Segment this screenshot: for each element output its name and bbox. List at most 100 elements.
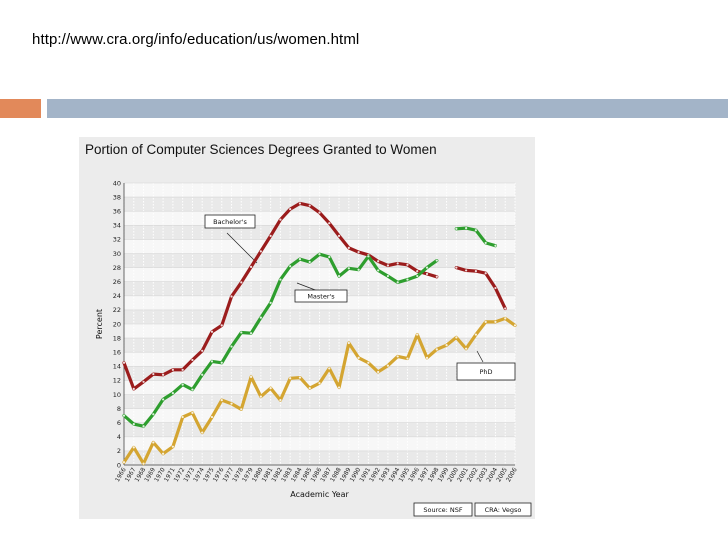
- data-point: [181, 383, 184, 386]
- data-point: [171, 368, 174, 371]
- annotation-leader: [476, 350, 484, 363]
- data-point: [201, 349, 204, 352]
- data-point: [425, 272, 429, 276]
- y-tick-label: 16: [113, 349, 121, 357]
- annotation-label: Master's: [307, 292, 335, 300]
- data-point: [240, 408, 243, 411]
- data-point: [308, 260, 311, 264]
- data-point: [425, 266, 429, 269]
- data-point: [162, 452, 165, 455]
- data-point: [289, 207, 292, 211]
- data-point: [377, 370, 380, 374]
- line-chart: 0246810121416182022242628303234363840196…: [95, 179, 532, 517]
- data-point: [494, 244, 497, 247]
- data-point: [484, 320, 487, 323]
- source-box: [474, 502, 532, 517]
- data-point: [240, 281, 243, 284]
- data-point: [142, 425, 145, 428]
- data-point: [279, 399, 282, 402]
- data-point: [416, 270, 419, 273]
- y-tick-label: 14: [113, 363, 121, 371]
- annotation-leader: [226, 232, 258, 264]
- data-point: [328, 255, 331, 259]
- source-url[interactable]: http://www.cra.org/info/education/us/wom…: [32, 31, 360, 48]
- data-point: [298, 376, 302, 379]
- data-point: [396, 281, 399, 284]
- data-point: [337, 386, 341, 389]
- data-point: [220, 324, 223, 327]
- y-tick-label: 28: [113, 264, 121, 272]
- data-point: [465, 269, 468, 272]
- data-point: [132, 387, 135, 390]
- data-point: [435, 275, 438, 278]
- data-point: [230, 295, 233, 298]
- data-point: [347, 267, 350, 270]
- y-tick-label: 6: [117, 419, 121, 427]
- data-point: [396, 262, 399, 265]
- data-point: [201, 373, 204, 376]
- data-point: [289, 265, 292, 268]
- data-point: [455, 227, 458, 230]
- data-point: [377, 269, 380, 272]
- data-point: [269, 387, 272, 390]
- data-point: [259, 250, 262, 253]
- source-label: Source: NSF: [423, 506, 463, 514]
- data-point: [191, 411, 194, 414]
- data-point: [484, 241, 487, 245]
- data-point: [328, 367, 331, 370]
- data-point: [484, 272, 487, 275]
- data-point: [152, 413, 155, 416]
- data-point: [318, 211, 321, 214]
- y-tick-label: 38: [113, 193, 121, 201]
- data-point: [191, 358, 194, 362]
- y-tick-label: 10: [113, 391, 121, 399]
- data-point: [386, 274, 390, 278]
- annotation-label: PhD: [479, 368, 492, 376]
- data-point: [132, 423, 135, 426]
- data-point: [377, 260, 380, 263]
- data-point: [494, 320, 497, 323]
- data-point: [279, 218, 282, 221]
- y-tick-label: 36: [113, 208, 121, 216]
- data-point: [455, 336, 458, 339]
- data-point: [132, 446, 135, 449]
- data-point: [308, 204, 311, 207]
- data-point: [152, 441, 155, 444]
- series-masters: [122, 226, 497, 428]
- y-tick-label: 20: [113, 320, 121, 328]
- data-point: [298, 202, 302, 205]
- data-point: [289, 377, 292, 380]
- series-phd: [122, 316, 517, 466]
- data-point: [210, 360, 214, 363]
- title-rule-accent: [0, 99, 41, 118]
- data-point: [337, 274, 341, 278]
- title-rule-bar: [47, 99, 728, 118]
- data-point: [162, 373, 165, 376]
- data-point: [181, 415, 184, 419]
- data-point: [122, 461, 126, 464]
- data-point: [171, 445, 174, 448]
- data-point: [298, 258, 302, 261]
- annotation-box: [204, 214, 256, 229]
- data-point: [357, 250, 360, 254]
- y-tick-label: 8: [117, 405, 121, 413]
- y-tick-label: 18: [113, 334, 121, 342]
- data-point: [122, 361, 126, 364]
- data-point: [367, 361, 370, 364]
- data-point: [416, 274, 419, 278]
- data-point: [474, 229, 477, 232]
- y-tick-label: 40: [113, 179, 121, 187]
- axes: 0246810121416182022242628303234363840196…: [95, 179, 519, 499]
- series-bachelors: [122, 201, 507, 391]
- data-point: [494, 286, 497, 290]
- annotation-box: [456, 362, 516, 381]
- data-point: [406, 263, 409, 266]
- data-point: [318, 253, 321, 256]
- data-point: [220, 399, 223, 402]
- data-point: [249, 332, 253, 335]
- data-point: [162, 398, 165, 401]
- data-point: [396, 355, 399, 358]
- data-point: [152, 372, 155, 376]
- data-point: [406, 278, 409, 281]
- y-tick-label: 22: [113, 306, 121, 314]
